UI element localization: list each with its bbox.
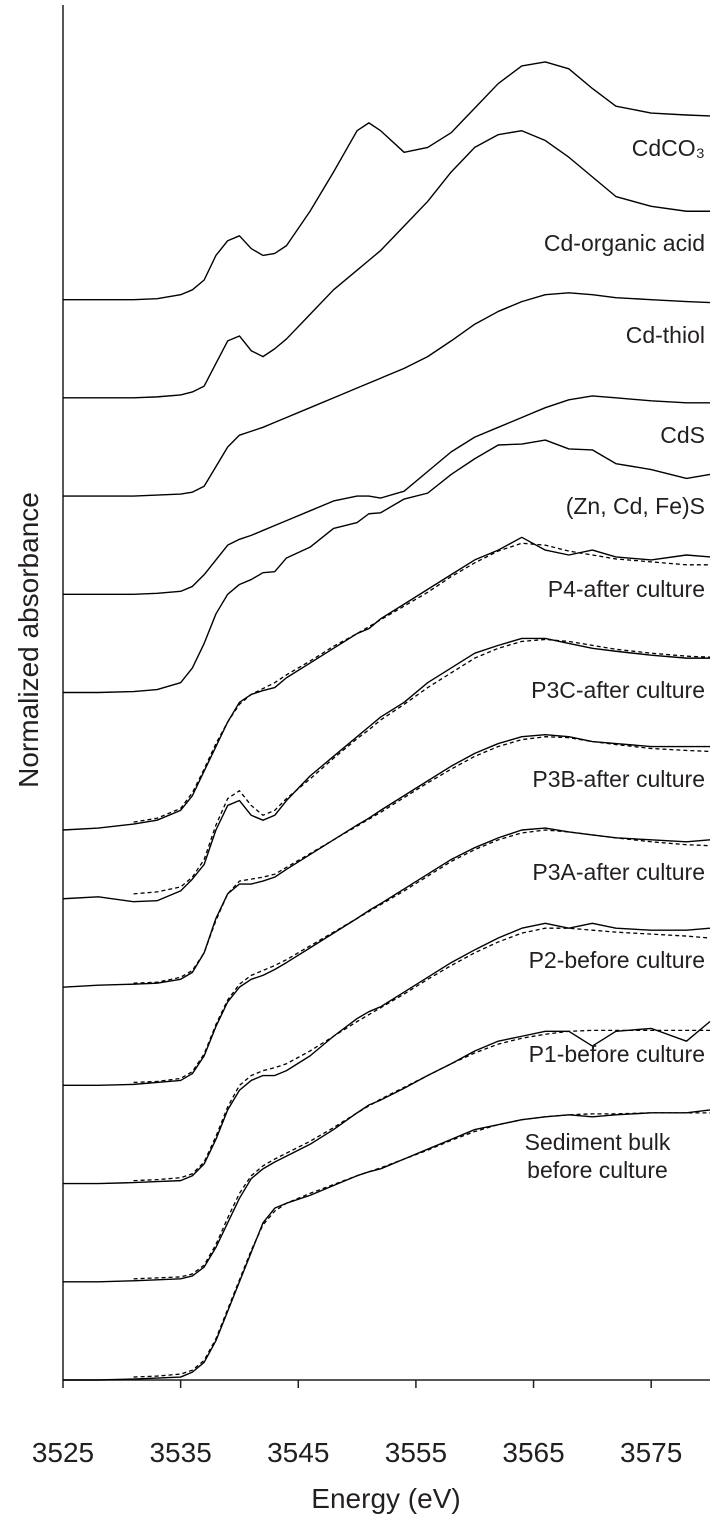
x-tick-label: 3565 xyxy=(502,1437,564,1468)
x-tick-label: 3575 xyxy=(620,1437,682,1468)
series-label: P2-before culture xyxy=(528,947,705,974)
series-label: P1-before culture xyxy=(528,1040,705,1067)
series-label: CdS xyxy=(660,421,705,448)
spectrum-line xyxy=(63,395,710,595)
x-tick-label: 3555 xyxy=(385,1437,447,1468)
series-label: P3C-after culture xyxy=(531,677,705,704)
spectrum-line xyxy=(63,1020,711,1283)
spectrum-line xyxy=(63,292,711,497)
series-label: Cd-organic acid xyxy=(543,230,705,257)
series-label: P3A-after culture xyxy=(532,858,705,885)
series-label: CdCO₃ xyxy=(631,134,705,161)
fit-line xyxy=(133,638,711,895)
series-label: (Zn, Cd, Fe)S xyxy=(565,493,705,520)
fit-line xyxy=(133,542,710,823)
x-tick-label: 3535 xyxy=(149,1437,211,1468)
fit-line xyxy=(133,829,711,1084)
x-tick-label: 3545 xyxy=(267,1437,329,1468)
fit-line xyxy=(133,1112,710,1378)
spectrum-line xyxy=(63,439,711,694)
spectrum-line xyxy=(62,637,710,903)
fit-line xyxy=(133,736,711,984)
fit-line xyxy=(133,927,711,1182)
spectrum-line xyxy=(62,536,711,831)
y-axis-title: Normalized absorbance xyxy=(13,492,44,788)
fit-line xyxy=(133,1029,710,1280)
series-label: P4-after culture xyxy=(547,575,705,602)
x-axis-title: Energy (eV) xyxy=(311,1483,460,1514)
series-label: Sediment bulk before culture xyxy=(524,1128,671,1183)
spectrum-line xyxy=(63,130,710,399)
x-tick-label: 3525 xyxy=(32,1437,94,1468)
series-label: P3B-after culture xyxy=(532,765,705,792)
spectrum-line xyxy=(63,61,711,301)
spectrum-line xyxy=(63,922,711,1185)
series-label: Cd-thiol xyxy=(625,321,705,348)
